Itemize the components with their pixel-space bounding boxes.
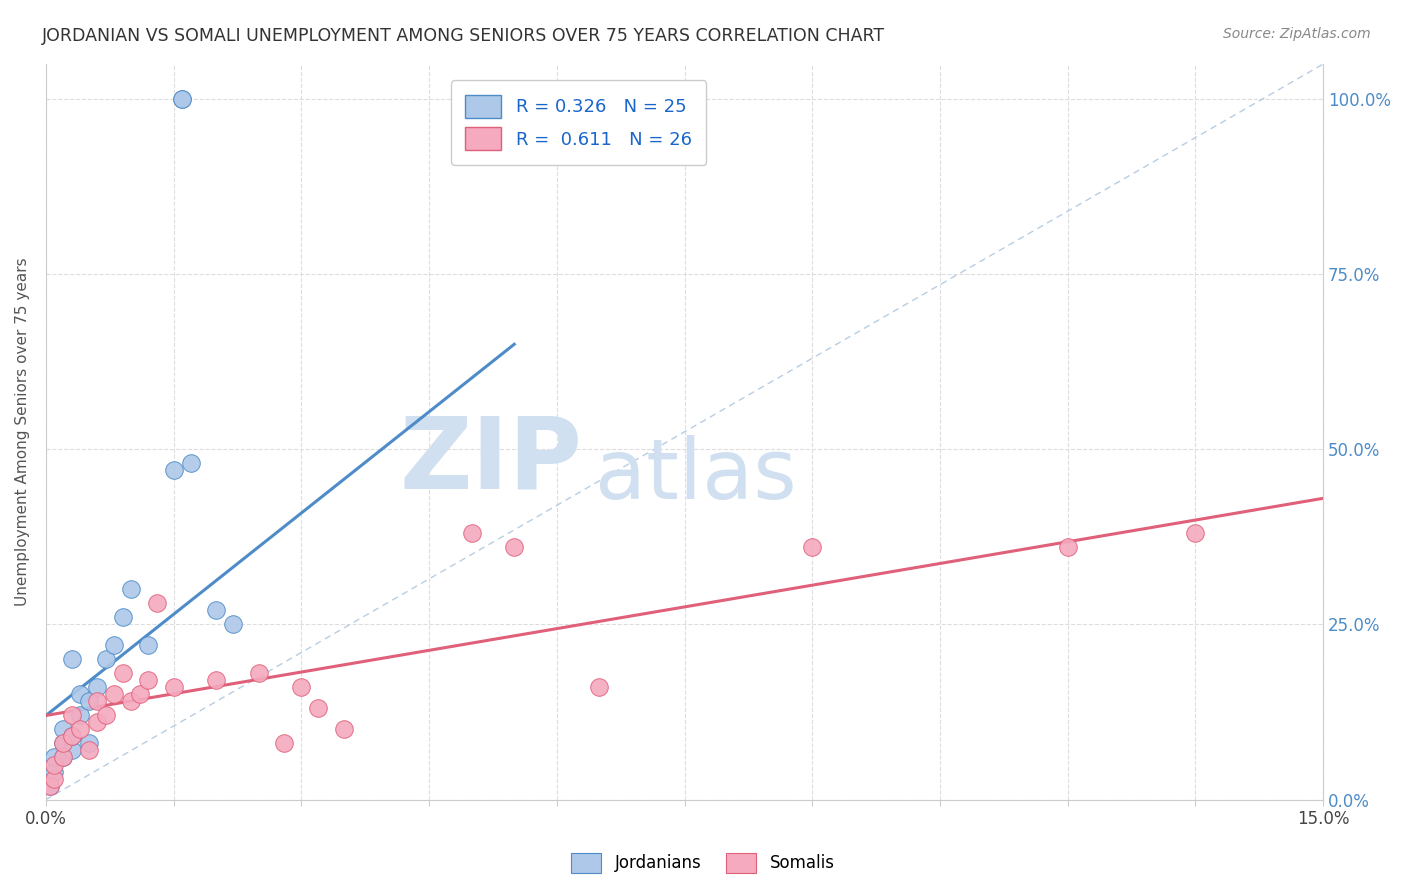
Point	[60, 730, 83, 744]
Point	[307, 701, 329, 715]
Point	[222, 617, 245, 632]
Point	[588, 681, 610, 695]
Point	[60, 708, 83, 723]
Point	[163, 463, 186, 477]
Point	[103, 639, 125, 653]
Point	[86, 681, 108, 695]
Point	[94, 708, 117, 723]
Point	[60, 730, 83, 744]
Point	[77, 743, 100, 757]
Point	[44, 750, 66, 764]
Legend: R = 0.326   N = 25, R =  0.611   N = 26: R = 0.326 N = 25, R = 0.611 N = 26	[451, 80, 706, 165]
Point	[77, 737, 100, 751]
Point	[180, 456, 202, 470]
Point	[801, 541, 824, 555]
Point	[503, 541, 526, 555]
Point	[69, 688, 91, 702]
Point	[136, 673, 159, 688]
Point	[60, 743, 83, 757]
Point	[163, 681, 186, 695]
Point	[52, 737, 75, 751]
Point	[52, 750, 75, 764]
Point	[69, 708, 91, 723]
Text: ZIP: ZIP	[399, 413, 582, 509]
Text: JORDANIAN VS SOMALI UNEMPLOYMENT AMONG SENIORS OVER 75 YEARS CORRELATION CHART: JORDANIAN VS SOMALI UNEMPLOYMENT AMONG S…	[42, 27, 886, 45]
Point	[333, 723, 356, 737]
Legend: Jordanians, Somalis: Jordanians, Somalis	[565, 847, 841, 880]
Point	[39, 779, 62, 793]
Point	[86, 715, 108, 730]
Point	[120, 694, 142, 708]
Y-axis label: Unemployment Among Seniors over 75 years: Unemployment Among Seniors over 75 years	[15, 258, 30, 606]
Point	[86, 694, 108, 708]
Point	[172, 92, 194, 106]
Point	[290, 681, 312, 695]
Point	[128, 688, 150, 702]
Text: Source: ZipAtlas.com: Source: ZipAtlas.com	[1223, 27, 1371, 41]
Point	[145, 596, 167, 610]
Point	[273, 737, 295, 751]
Point	[44, 772, 66, 786]
Point	[69, 723, 91, 737]
Point	[205, 603, 228, 617]
Point	[39, 779, 62, 793]
Point	[94, 652, 117, 666]
Point	[120, 582, 142, 597]
Point	[111, 610, 134, 624]
Point	[205, 673, 228, 688]
Point	[52, 737, 75, 751]
Point	[60, 652, 83, 666]
Point	[52, 750, 75, 764]
Point	[136, 639, 159, 653]
Text: atlas: atlas	[595, 435, 797, 516]
Point	[111, 666, 134, 681]
Point	[77, 694, 100, 708]
Point	[44, 764, 66, 779]
Point	[247, 666, 270, 681]
Point	[44, 757, 66, 772]
Point	[460, 526, 482, 541]
Point	[1056, 541, 1078, 555]
Point	[52, 723, 75, 737]
Point	[1184, 526, 1206, 541]
Point	[103, 688, 125, 702]
Point	[172, 92, 194, 106]
